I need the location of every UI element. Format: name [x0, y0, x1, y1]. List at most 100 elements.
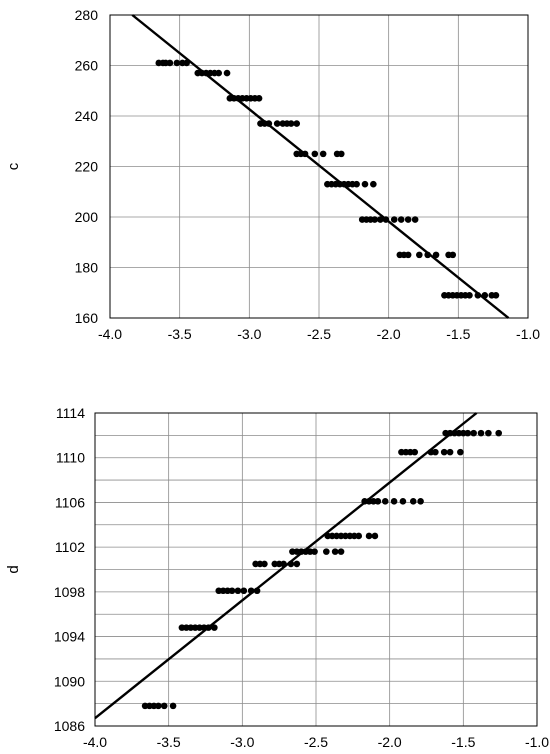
chart-d-point-37: [331, 548, 339, 555]
chart-c-x-tick-label-4: -2.0: [377, 326, 401, 342]
chart-c-y-tick-label-5: 260: [75, 58, 99, 74]
chart-d-y-tick-label-0: 1086: [54, 718, 85, 734]
chart-d-x-tick-label-4: -2.0: [378, 734, 402, 750]
chart-d-y-tick-label-3: 1098: [54, 584, 85, 600]
chart-d-point-47: [365, 532, 373, 540]
chart-d-point-17: [228, 587, 236, 595]
chart-c-x-tick-label-1: -3.5: [168, 326, 192, 342]
chart-c-x-tick-label-6: -1.0: [516, 326, 540, 342]
chart-c-point-12: [215, 69, 222, 77]
chart-d-point-52: [374, 498, 382, 505]
chart-c-point-4: [173, 59, 181, 67]
chart-d-point-75: [485, 429, 492, 437]
chart-c-point-6: [183, 59, 190, 67]
chart-d-point-3: [155, 702, 162, 710]
chart-c-point-32: [301, 150, 309, 158]
chart-d-y-tick-label-7: 1114: [56, 405, 85, 421]
chart-c-point-24: [265, 120, 273, 127]
chart-c-fit: [131, 14, 510, 319]
chart-d-point-57: [417, 498, 424, 505]
chart-c-y-tick-label-2: 200: [75, 209, 99, 225]
chart-d-y-tick-label-4: 1102: [55, 539, 85, 555]
chart-d-point-27: [280, 560, 287, 568]
chart-d-x-tick-label-6: -1.0: [525, 734, 549, 750]
chart-d-point-55: [399, 498, 407, 505]
chart-c-point-29: [293, 120, 301, 127]
chart-c-point-60: [416, 251, 423, 259]
chart-d-point-73: [470, 429, 477, 437]
chart-c-frame: [109, 14, 529, 319]
chart-d-x-tick-label-0: -4.0: [83, 734, 107, 750]
chart-c-y-tick-label-3: 220: [75, 159, 99, 175]
chart-d-y-tick-labels: 1086 1090 1094 1098 1102 1106 1110 1114: [54, 405, 85, 734]
chart-d-point-35: [311, 548, 318, 555]
chart-d-point-4: [160, 702, 168, 710]
chart-d-point-29: [293, 560, 301, 568]
chart-c-point-56: [411, 216, 419, 223]
chart-d-point-18: [234, 587, 242, 595]
chart-c-point-55: [404, 216, 412, 223]
chart-d-point-5: [169, 702, 177, 710]
chart-c-point-46: [370, 180, 377, 188]
chart-c-point-62: [432, 251, 440, 259]
chart-c-point-33: [311, 150, 319, 158]
chart-c-y-tick-label-1: 180: [75, 260, 99, 276]
chart-d: -4.0 -3.5 -3.0 -2.5 -2.0 -1.5 -1.0 1086 1090 109…: [5, 405, 549, 750]
chart-c-point-64: [449, 251, 457, 259]
chart-c-point-75: [492, 291, 500, 299]
chart-c-point-71: [466, 291, 473, 299]
chart-d-point-74: [477, 429, 485, 437]
chart-d-y-tick-label-1: 1090: [54, 673, 85, 689]
chart-c-y-axis-title: c: [5, 162, 22, 170]
chart-c-point-45: [361, 180, 369, 188]
chart-d-point-24: [261, 560, 268, 568]
chart-c-point-51: [377, 216, 384, 223]
chart-c-x-tick-label-0: -4.0: [98, 326, 122, 342]
chart-c-point-21: [255, 95, 263, 102]
chart-d-point-36: [323, 548, 330, 555]
chart-d-y-axis-title: d: [5, 565, 22, 573]
chart-c-point-54: [397, 216, 405, 223]
chart-c-point-61: [424, 251, 431, 259]
chart-d-point-65: [446, 448, 454, 456]
chart-d-x-tick-label-2: -3.0: [230, 734, 254, 750]
chart-d-points: [141, 429, 502, 710]
chart-d-point-53: [381, 498, 389, 505]
chart-d-point-54: [390, 498, 398, 505]
chart-d-x-tick-labels: -4.0 -3.5 -3.0 -2.5 -2.0 -1.5 -1.0: [83, 734, 549, 750]
chart-c: -4.0 -3.5 -3.0 -2.5 -2.0 -1.5 -1.0 160 180 200 22…: [5, 7, 540, 342]
chart-c-point-36: [337, 150, 345, 158]
chart-d-point-28: [287, 560, 295, 568]
chart-d-point-21: [253, 587, 261, 595]
chart-d-point-61: [411, 448, 419, 456]
chart-c-point-52: [382, 216, 390, 223]
chart-c-point-3: [166, 59, 174, 67]
chart-c-point-50: [371, 216, 379, 223]
chart-c-point-44: [353, 180, 360, 188]
chart-d-point-72: [464, 429, 472, 437]
chart-c-x-tick-label-3: -2.5: [307, 326, 331, 342]
chart-d-point-66: [457, 448, 464, 456]
chart-d-point-19: [240, 587, 248, 595]
chart-d-x-tick-label-3: -2.5: [304, 734, 328, 750]
chart-d-point-20: [247, 587, 255, 595]
chart-c-y-tick-label-0: 160: [75, 310, 99, 326]
chart-c-y-tick-label-4: 240: [75, 108, 99, 124]
chart-d-point-63: [432, 448, 439, 456]
chart-c-point-25: [273, 120, 281, 127]
chart-d-point-12: [205, 624, 212, 631]
chart-d-grid: [94, 412, 538, 727]
chart-c-y-tick-labels: 160 180 200 220 240 260 280: [75, 7, 99, 326]
chart-d-x-tick-label-1: -3.5: [157, 734, 181, 750]
chart-d-frame: [94, 412, 538, 727]
chart-c-point-72: [474, 291, 482, 299]
chart-d-y-tick-label-2: 1094: [54, 629, 85, 645]
chart-d-point-46: [355, 532, 363, 540]
chart-c-fit-line: [131, 14, 510, 319]
chart-d-point-76: [495, 429, 502, 437]
chart-d-point-64: [440, 448, 448, 456]
chart-d-point-13: [211, 624, 218, 631]
chart-c-point-28: [287, 120, 295, 127]
chart-c-point-73: [481, 291, 489, 299]
chart-d-y-tick-label-6: 1110: [56, 450, 85, 466]
